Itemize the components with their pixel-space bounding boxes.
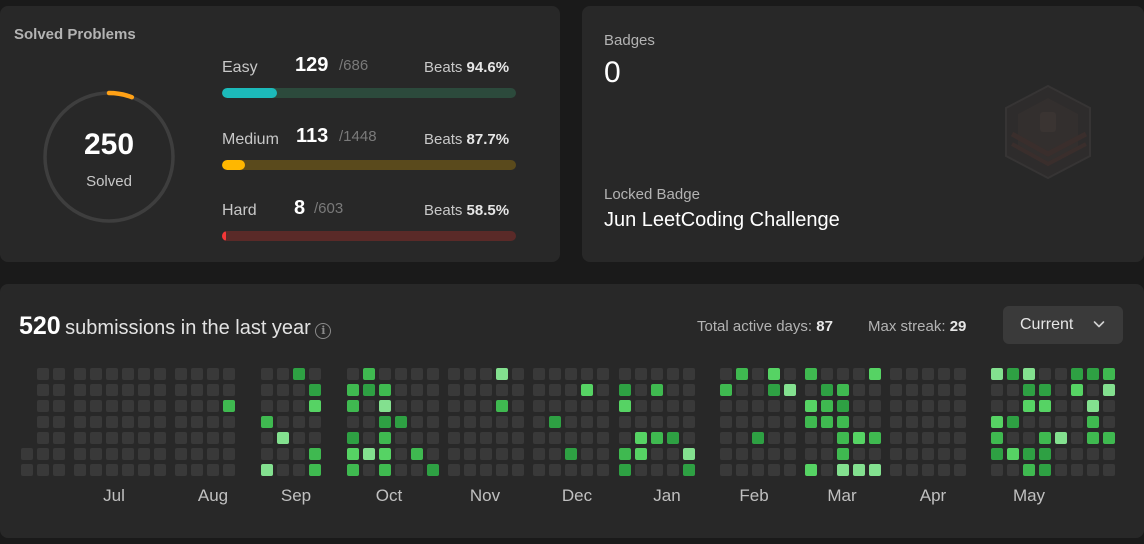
hard-progress-fill — [222, 231, 227, 241]
easy-beats: Beats 94.6% — [424, 59, 510, 76]
medium-progress-fill — [222, 160, 245, 170]
easy-label: Easy — [222, 59, 258, 76]
total-active-days: Total active days: 87 — [697, 318, 833, 335]
badges-label: Badges — [604, 32, 655, 49]
badges-count: 0 — [604, 56, 621, 89]
month-label: Nov — [469, 486, 501, 505]
month-label: Oct — [375, 486, 403, 505]
medium-beats: Beats 87.7% — [424, 131, 510, 148]
easy-total: /686 — [339, 57, 369, 74]
chevron-down-icon — [1093, 321, 1105, 328]
hard-label: Hard — [222, 202, 257, 219]
month-label: May — [1012, 486, 1046, 505]
submissions-header: 520 submissions in the last year i — [19, 312, 332, 341]
month-label: Jul — [103, 486, 125, 505]
month-label: Aug — [197, 486, 229, 505]
locked-badge-name: Jun LeetCoding Challenge — [604, 209, 840, 231]
month-label: Apr — [919, 486, 947, 505]
month-label: Sep — [280, 486, 312, 505]
submission-count: 520 — [19, 312, 61, 340]
hard-progress-bar — [222, 231, 516, 241]
medium-label: Medium — [222, 131, 279, 148]
month-label: Mar — [827, 486, 857, 505]
dropdown-value: Current — [1020, 316, 1074, 333]
solved-progress-ring — [42, 90, 176, 224]
solved-problems-title: Solved Problems — [14, 26, 136, 43]
hard-beats: Beats 58.5% — [424, 202, 510, 219]
hexagon-badge-icon[interactable] — [1002, 84, 1094, 180]
easy-count: 129 — [295, 54, 329, 76]
year-select-dropdown[interactable]: Current — [1003, 306, 1123, 344]
submission-text: submissions in the last year — [65, 317, 311, 339]
medium-count: 113 — [296, 125, 329, 147]
easy-progress-bar — [222, 88, 516, 98]
hard-count: 8 — [294, 197, 306, 219]
easy-progress-fill — [222, 88, 278, 98]
month-label: Feb — [739, 486, 769, 505]
month-label: Jan — [653, 486, 681, 505]
max-streak: Max streak: 29 — [868, 318, 967, 335]
hard-total: /603 — [314, 200, 344, 217]
month-label: Dec — [561, 486, 593, 505]
solved-total: 250 — [83, 128, 135, 161]
info-icon[interactable]: i — [315, 323, 332, 339]
solved-sub-label: Solved — [86, 173, 132, 190]
medium-progress-bar — [222, 160, 516, 170]
locked-badge-label: Locked Badge — [604, 186, 700, 203]
medium-total: /1448 — [339, 128, 377, 145]
